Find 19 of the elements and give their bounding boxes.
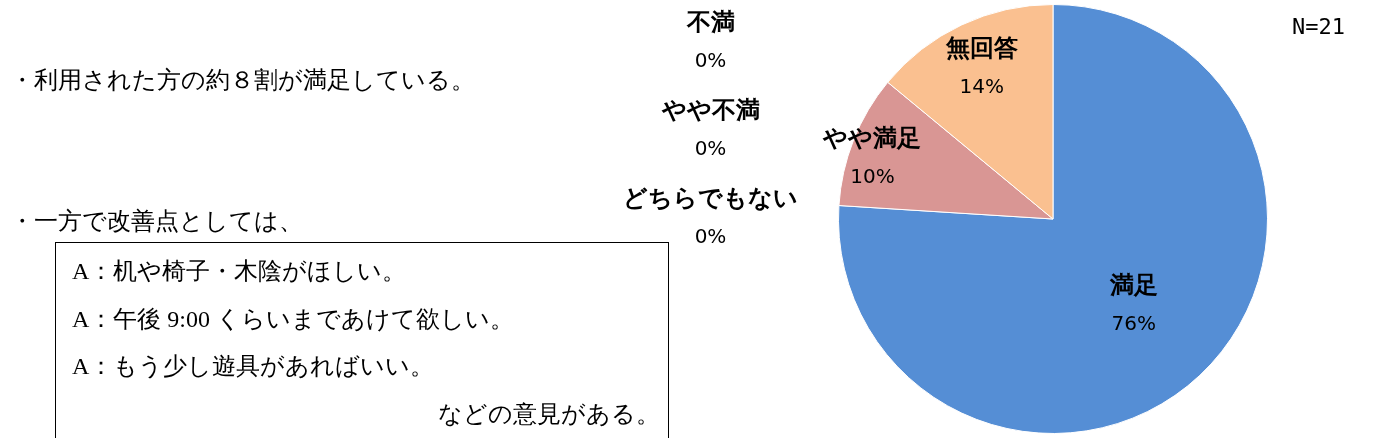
category-label: やや不満 (661, 96, 760, 125)
slice-label: 無回答 (944, 33, 1018, 62)
text: A：午後 9:00 くらいまであけて欲しい。 (72, 305, 514, 334)
slice-label: 満足 (1108, 271, 1158, 300)
slice-label: やや満足 (822, 123, 922, 152)
category-label: 不満 (686, 8, 735, 37)
text: N=21 (1292, 14, 1345, 39)
category-label: どちらでもない (623, 184, 798, 213)
text: 0% (694, 136, 727, 161)
data-label: 76% (1111, 311, 1156, 336)
text: A：もう少し遊具があればいい。 (72, 352, 435, 381)
text: などの意見がある。 (438, 400, 660, 429)
data-label: 10% (850, 163, 895, 188)
text: ・利用された方の約８割が満足している。 (10, 66, 475, 95)
data-label: 14% (959, 73, 1004, 98)
text: A：机や椅子・木陰がほしい。 (72, 257, 407, 286)
text: 0% (694, 48, 727, 73)
text: ・一方で改善点としては、 (10, 207, 303, 236)
text: 0% (694, 224, 727, 249)
